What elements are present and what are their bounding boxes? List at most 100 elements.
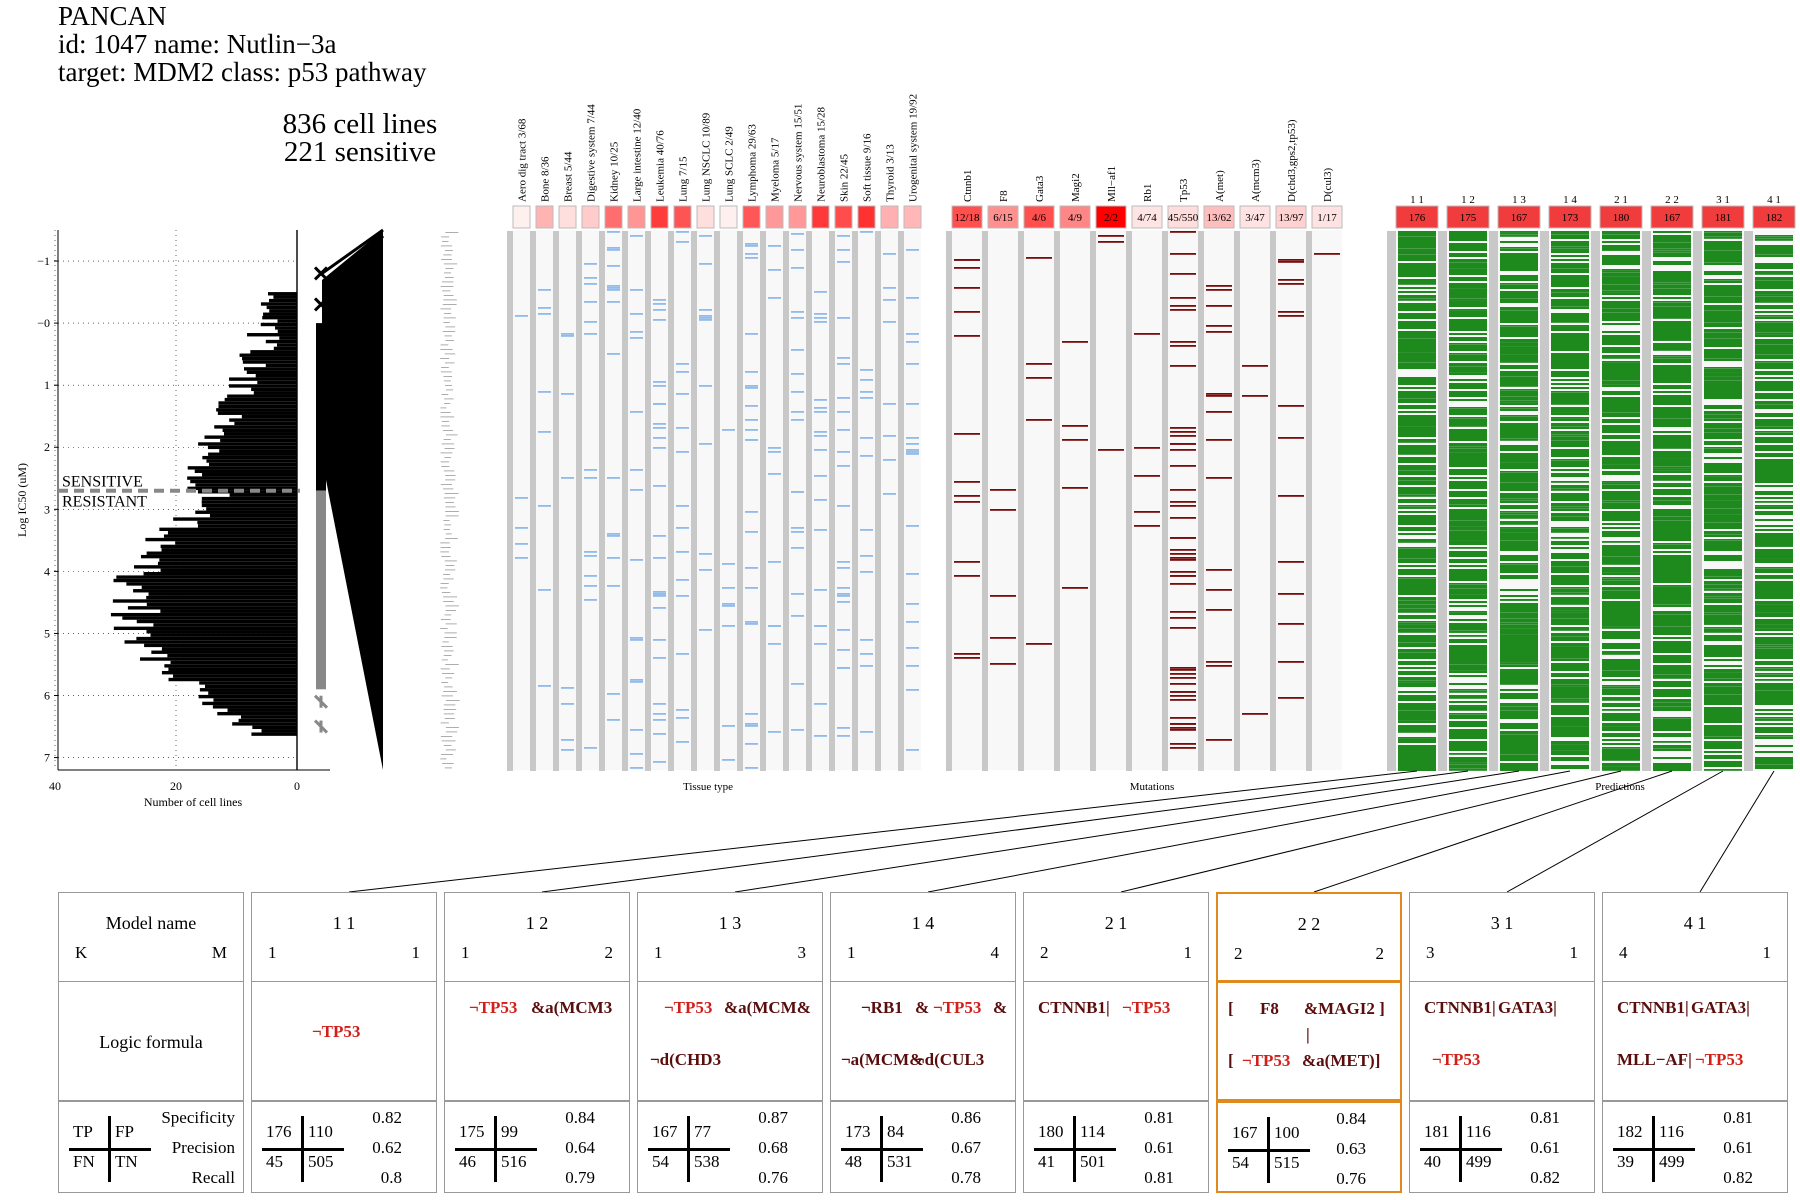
tissue-marked-row <box>630 729 643 731</box>
tissue-marked-row <box>745 567 758 569</box>
tissue-marked-row <box>860 571 873 573</box>
cell-line-name-tick <box>443 439 451 440</box>
tissue-header-cell <box>558 205 577 229</box>
tissue-marked-row <box>814 435 827 437</box>
tissue-header-cell <box>788 205 807 229</box>
hist-y-tick: 6 <box>44 689 50 703</box>
histogram-bar <box>197 490 297 494</box>
cell-line-name-tick <box>443 254 452 256</box>
tissue-marked-row <box>722 603 735 605</box>
cell-line-name-tick <box>441 259 452 260</box>
cell-line-name-tick <box>441 754 454 755</box>
tissue-marked-row <box>814 291 827 293</box>
tissue-separator <box>875 231 881 771</box>
cell-line-name-tick <box>440 407 447 409</box>
cell-line-name-tick <box>443 295 454 296</box>
histogram-bar <box>242 360 297 364</box>
histogram-bar <box>242 356 297 361</box>
cell-line-name-tick <box>443 574 451 575</box>
tissue-marked-row <box>791 615 804 617</box>
tissue-marked-row <box>653 557 666 559</box>
tissue-marked-row <box>561 703 574 705</box>
histogram-bar <box>263 312 297 316</box>
tissue-marked-row <box>607 289 620 291</box>
tissue-header-cell <box>673 205 692 229</box>
tissue-marked-row <box>630 313 643 315</box>
tissue-marked-row <box>607 249 620 251</box>
tissue-marked-row <box>699 629 712 631</box>
tissue-column-1: Aero dig tract 3/68 <box>507 118 531 771</box>
tissue-column-14: Neuroblastoma 15/28 <box>806 106 830 771</box>
histogram-bar <box>217 411 297 415</box>
tissue-marked-row <box>837 649 850 651</box>
histogram-bar <box>240 715 297 719</box>
tissue-marked-row <box>768 731 781 733</box>
histogram-bar <box>260 302 297 306</box>
tissue-marked-row <box>653 607 666 609</box>
histogram-bar <box>265 363 297 368</box>
histogram-bar <box>159 527 297 532</box>
tissue-marked-row <box>607 535 620 537</box>
hist-x-tick: 40 <box>49 779 61 793</box>
tissue-marked-row <box>584 555 597 557</box>
tissue-marked-row <box>837 735 850 737</box>
tissue-marked-row <box>768 451 781 453</box>
cell-line-name-tick <box>444 277 454 278</box>
tissue-column-label: Lung SCLC 2/49 <box>724 126 736 202</box>
tissue-marked-row <box>630 411 643 413</box>
tissue-column-label: Lung NSCLC 10/89 <box>701 112 713 202</box>
cell-line-name-tick <box>445 610 457 611</box>
fan-line <box>320 235 385 306</box>
tissue-marked-row <box>860 653 873 655</box>
histogram-bar <box>202 455 297 460</box>
tissue-marked-row <box>653 761 666 763</box>
tissue-marked-row <box>561 749 574 751</box>
histogram-bar <box>223 432 297 436</box>
tissue-marked-row <box>837 667 850 669</box>
cell-line-name-tick <box>445 511 459 512</box>
tissue-marked-row <box>814 317 827 319</box>
tissue-marked-row <box>653 309 666 311</box>
tissue-marked-row <box>837 593 850 595</box>
cell-line-name-tick <box>440 349 453 350</box>
cell-line-name-tick <box>444 335 452 337</box>
tissue-marked-row <box>653 447 666 449</box>
histogram-bar <box>157 561 297 566</box>
tissue-marked-row <box>653 713 666 715</box>
cell-line-name-tick <box>440 628 448 629</box>
tissue-marked-row <box>653 733 666 735</box>
cell-line-name-tick <box>445 605 459 607</box>
tissue-separator <box>507 231 513 771</box>
histogram-bar <box>232 722 297 726</box>
tissue-column-8: Lung 7/15 <box>668 156 692 771</box>
cell-line-name-tick <box>440 668 450 670</box>
histogram-bar <box>113 578 298 583</box>
threshold-label-sensitive: SENSITIVE <box>62 474 143 491</box>
tissue-marked-row <box>837 451 850 453</box>
tissue-marked-row <box>676 527 689 529</box>
tissue-header-cell <box>512 205 531 229</box>
tissue-marked-row <box>653 303 666 305</box>
tissue-marked-row <box>607 557 620 559</box>
tissue-marked-row <box>607 247 620 249</box>
tissue-marked-row <box>745 387 758 389</box>
histogram-bar <box>255 374 297 378</box>
tissue-separator <box>622 231 628 771</box>
histogram-bar <box>275 326 297 330</box>
histogram-bar <box>241 414 297 419</box>
tissue-column-11: Lymphoma 29/63 <box>737 124 761 771</box>
cell-line-name-tick <box>440 412 451 413</box>
tissue-marked-row <box>538 313 551 315</box>
histogram-bar <box>268 292 297 296</box>
tissue-marked-row <box>538 589 551 591</box>
tissue-marked-row <box>791 267 804 269</box>
tissue-column-15: Skin 22/45 <box>829 154 853 771</box>
cell-line-name-tick <box>444 493 459 494</box>
histogram-bar <box>201 503 297 508</box>
histogram-bar <box>201 500 297 504</box>
tissue-marked-row <box>676 709 689 711</box>
histogram-bar <box>197 524 297 528</box>
tissue-column-4: Digestive system 7/44 <box>576 104 600 771</box>
threshold-label-resistant: RESISTANT <box>62 494 147 511</box>
tissue-column-16: Soft tissue 9/16 <box>852 133 876 771</box>
